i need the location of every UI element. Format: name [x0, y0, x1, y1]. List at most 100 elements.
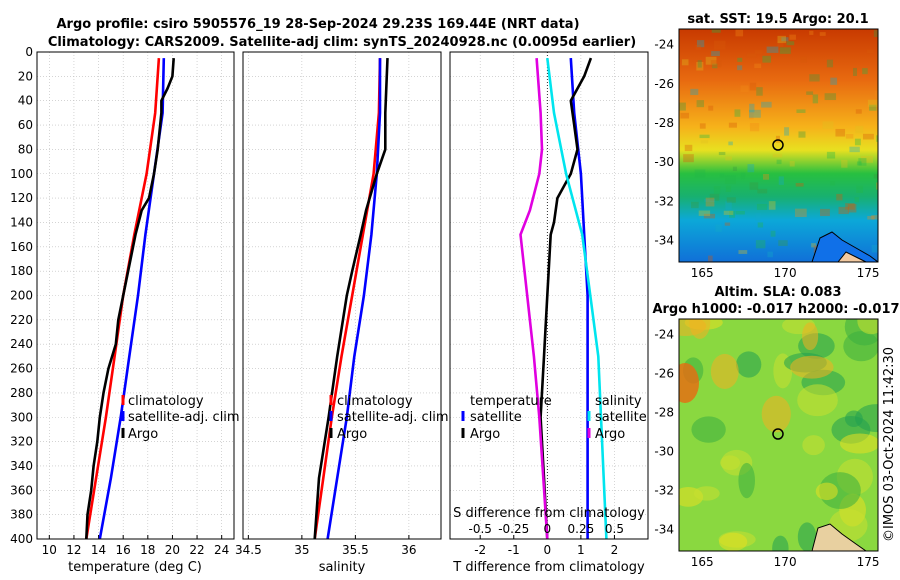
sst-texture-cell — [836, 193, 843, 201]
salinity-legend: climatology satellite-adj. clim Argo — [329, 394, 449, 442]
sla-texture-blob — [679, 363, 699, 403]
sla-map-subtitle: Argo h1000: -0.017 h2000: -0.017 — [652, 302, 899, 317]
legend-argo: Argo — [337, 427, 367, 442]
sst-texture-cell — [708, 105, 714, 111]
sst-texture-cell — [714, 40, 726, 50]
sst-texture-cell — [749, 182, 759, 190]
sst-texture-cell — [798, 131, 806, 138]
sla-texture-blob — [815, 482, 838, 501]
sst-texture-cell — [794, 208, 807, 217]
temperature-tick-labels: 10 12 14 16 18 20 22 24 — [42, 543, 230, 557]
y-tick-label: 0 — [25, 45, 33, 59]
sst-texture-cell — [852, 67, 858, 76]
sst-texture-cell — [705, 56, 717, 65]
sst-texture-cell — [767, 251, 773, 258]
sst-texture-cell — [809, 74, 820, 82]
temperature-series — [85, 58, 175, 540]
sst-argo-position-marker — [772, 139, 784, 151]
sst-texture-cell — [694, 169, 706, 179]
sst-texture-cell — [856, 185, 864, 194]
sst-texture-cell — [738, 250, 748, 254]
sst-texture-cell — [796, 109, 806, 113]
sst-texture-cell — [835, 128, 846, 137]
sst-texture-cell — [748, 110, 754, 120]
sst-texture-cell — [876, 135, 878, 142]
series-satellite-adj-clim — [98, 58, 166, 540]
sst-texture-cell — [754, 63, 762, 69]
sst-texture-cell — [856, 161, 862, 166]
sst-texture-cell — [699, 123, 706, 129]
temperature-axes-box — [36, 51, 235, 540]
series-climatology — [313, 58, 382, 540]
y-tick-label: 120 — [10, 191, 33, 205]
sst-texture-cell — [749, 103, 755, 113]
sst-texture-cell — [681, 59, 689, 66]
y-tick-label: 400 — [10, 532, 33, 546]
difference-axes-box — [449, 51, 649, 540]
sst-texture-cell — [779, 47, 791, 54]
sst-texture-cell — [867, 99, 878, 107]
x-tick-label: 24 — [214, 543, 229, 557]
sst-field — [679, 29, 878, 262]
temperature-panel: 0 20 40 60 80 100 120 140 160 180 200 220 240 260 280 3… — [10, 45, 240, 575]
salinity-axis-label: salinity — [319, 560, 366, 575]
sst-texture-cell — [838, 206, 849, 215]
lat-tick-label: -30 — [654, 155, 674, 169]
figure-title-line1: Argo profile: csiro 5905576_19 28-Sep-20… — [56, 17, 579, 32]
x-tick-label: 14 — [91, 543, 106, 557]
sst-texture-cell — [726, 197, 736, 203]
series-s-satellite — [546, 57, 608, 540]
sst-texture-cell — [772, 153, 783, 158]
sst-texture-cell — [699, 134, 710, 139]
sst-texture-cell — [873, 174, 878, 179]
sla-texture — [679, 319, 878, 551]
sst-texture-cell — [855, 109, 862, 114]
x-tick-label: 18 — [140, 543, 155, 557]
legend-climatology: climatology — [337, 394, 413, 409]
salinity-panel: 34.5 35 35.5 36 salinity climatology satell… — [235, 51, 449, 575]
sst-texture-cell — [784, 127, 790, 136]
s-tick-label: 0 — [544, 522, 552, 536]
sst-texture-cell — [735, 211, 745, 215]
sst-texture-cell — [809, 30, 814, 35]
x-tick-label: 36 — [401, 543, 416, 557]
sst-texture-cell — [862, 133, 874, 140]
sst-texture-cell — [789, 161, 795, 167]
sst-texture-cell — [778, 176, 784, 185]
sst-texture-cell — [695, 44, 701, 50]
sst-map-frame — [678, 28, 879, 263]
legend-header-temperature: temperature — [470, 394, 552, 409]
sst-texture-cell — [749, 82, 757, 91]
sst-texture-cell — [845, 134, 854, 139]
y-tick-label: 280 — [10, 386, 33, 400]
salinity-axes-box — [242, 51, 442, 540]
sst-texture-cell — [718, 151, 726, 156]
imos-timestamp-watermark: ©IMOS 03-Oct-2024 11:42:30 — [882, 347, 897, 542]
series-argo — [85, 58, 175, 540]
sst-texture-cell — [763, 174, 770, 180]
sla-latitude-tick-labels: -24 -26 -28 -30 -32 -34 — [654, 328, 674, 537]
legend-t-argo: Argo — [470, 427, 500, 442]
sla-texture-blob — [772, 535, 789, 551]
sst-texture-cell — [683, 154, 694, 163]
sst-texture-cell — [711, 29, 721, 33]
s-difference-tick-labels: -0.5 -0.25 0 0.25 0.5 — [468, 522, 623, 536]
sst-texture-cell — [777, 35, 786, 44]
y-tick-label: 380 — [10, 508, 33, 522]
x-tick-label: 35.5 — [342, 543, 369, 557]
y-tick-label: 260 — [10, 362, 33, 376]
y-tick-label: 180 — [10, 264, 33, 278]
sst-texture-cell — [713, 186, 721, 194]
sst-texture-cell — [761, 101, 772, 108]
temperature-legend: climatology satellite-adj. clim Argo — [121, 394, 240, 442]
sst-texture-cell — [680, 112, 690, 119]
sla-map-panel: Altim. SLA: 0.083 Argo h1000: -0.017 h20… — [652, 285, 899, 569]
legend-s-satellite: satellite — [595, 410, 647, 425]
sst-texture-cell — [867, 216, 875, 220]
sst-texture-cell — [862, 68, 868, 75]
sst-texture-cell — [728, 141, 733, 146]
sst-texture-cell — [724, 222, 731, 226]
sst-texture-cell — [725, 156, 732, 161]
sst-texture-cell — [719, 173, 725, 179]
